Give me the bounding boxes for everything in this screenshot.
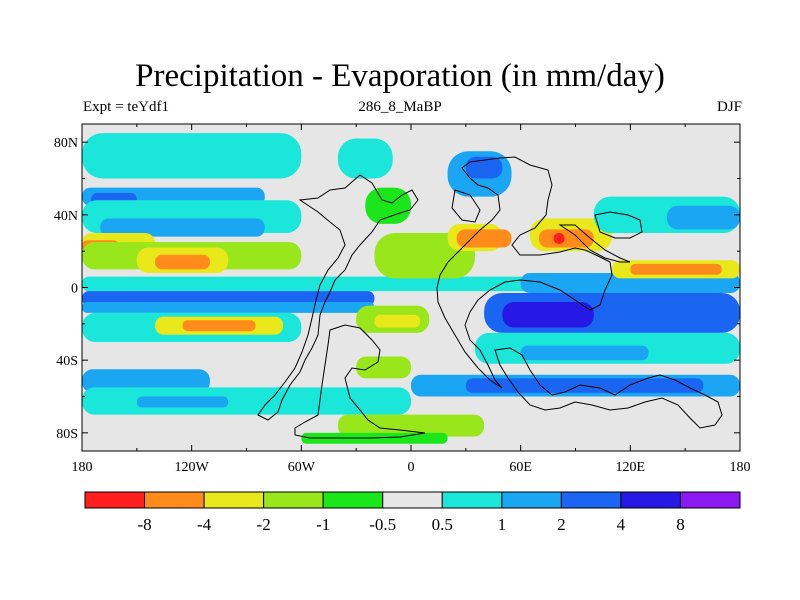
x-tick-label: 180: [730, 460, 751, 475]
contour-region: [553, 233, 565, 244]
colorbar-label: -0.5: [369, 515, 396, 534]
colorbar-swatch: [679, 491, 741, 509]
contour-region: [100, 218, 265, 237]
colorbar-swatch: [620, 491, 681, 509]
contour-region: [82, 133, 302, 179]
coastline-east-asia: [594, 211, 643, 239]
x-tick-label: 180: [72, 460, 93, 475]
colorbar-swatch: [84, 491, 146, 509]
colorbar-label: -8: [137, 515, 151, 534]
y-tick-label: 0: [71, 282, 78, 297]
contour-region: [337, 414, 485, 437]
period-label: 286_8_MaBP: [358, 99, 442, 115]
contour-region: [82, 387, 411, 415]
colorbar-label: 1: [498, 515, 507, 534]
x-tick-label: 120E: [616, 460, 646, 475]
contour-region: [337, 138, 393, 179]
x-tick-label: 120W: [175, 460, 210, 475]
coastlines: [257, 156, 723, 439]
colorbar-label: 8: [676, 515, 685, 534]
colorbar-swatch: [441, 491, 503, 509]
contour-region: [630, 263, 722, 275]
contour-region: [520, 345, 649, 361]
x-tick-label: 0: [408, 460, 415, 475]
coastline-gondwana-south: [294, 324, 426, 439]
contour-region: [155, 254, 210, 270]
colorbar-label: 2: [557, 515, 566, 534]
contour-field: [82, 124, 740, 451]
colorbar-swatch: [382, 491, 443, 509]
season-label: DJF: [716, 99, 742, 115]
contour-region: [82, 302, 375, 313]
contour-region: [456, 229, 512, 248]
colorbar-swatch: [560, 491, 622, 509]
x-axis: 180 120W 60W 0 60E 120E 180: [72, 124, 751, 475]
contour-region: [356, 356, 411, 379]
colorbar-label: -1: [316, 515, 330, 534]
y-tick-label: 80S: [56, 427, 78, 442]
colorbar-label: -4: [197, 515, 212, 534]
colorbar-swatch: [322, 491, 384, 509]
contour-region: [538, 229, 594, 248]
contour-region: [502, 302, 594, 328]
colorbar-swatch: [203, 491, 265, 509]
y-tick-label: 80N: [54, 136, 78, 151]
x-tick-label: 60W: [288, 460, 316, 475]
colorbar-swatch: [263, 491, 324, 509]
contour-region: [182, 320, 256, 332]
x-tick-label: 60E: [509, 460, 532, 475]
coastline-africa-eurasia: [436, 156, 613, 389]
y-tick-label: 40S: [56, 354, 78, 369]
colorbar-label: -2: [257, 515, 271, 534]
coastline-americas: [257, 174, 419, 421]
chart-title: Precipitation - Evaporation (in mm/day): [135, 58, 665, 94]
coastline-east-asia-2: [558, 224, 631, 263]
contour-region: [374, 314, 421, 328]
colorbar-swatch: [501, 491, 562, 509]
colorbar-swatch: [144, 491, 205, 509]
coastline-arabia: [451, 189, 481, 223]
colorbar-label: 0.5: [432, 515, 453, 534]
colorbar: -8 -4 -2 -1 -0.5 0.5 1 2 4 8: [84, 491, 741, 534]
contour-region: [666, 205, 740, 230]
contour-region: [136, 396, 229, 408]
experiment-label: Expt = teYdf1: [83, 99, 169, 115]
y-axis: 80N 40N 0 40S 80S: [54, 136, 740, 442]
contour-region: [465, 156, 503, 179]
coastline-australia-antarctica: [494, 347, 723, 429]
colorbar-label: 4: [617, 515, 626, 534]
contour-region: [365, 187, 411, 224]
y-tick-label: 40N: [54, 209, 78, 224]
contour-region: [82, 369, 210, 393]
